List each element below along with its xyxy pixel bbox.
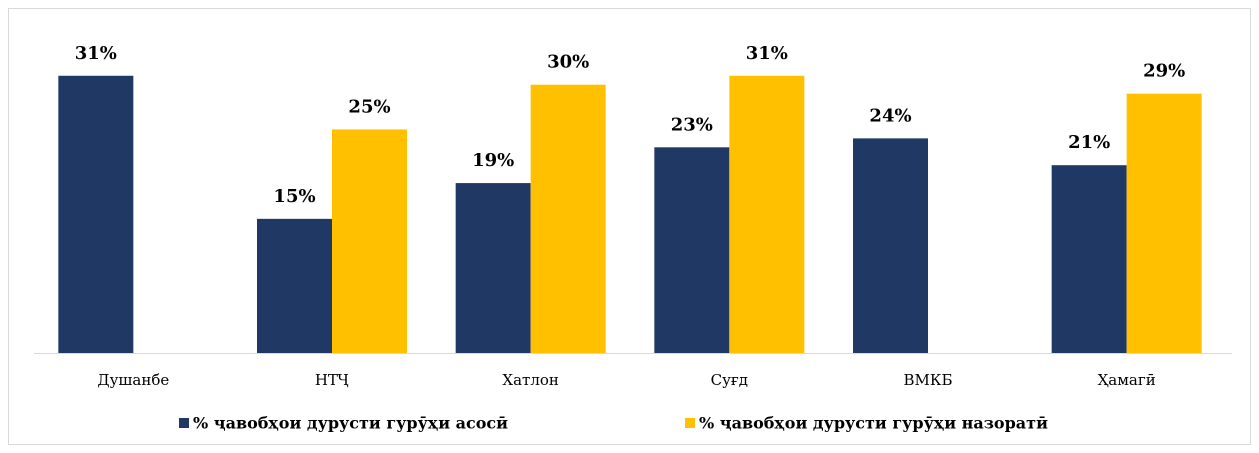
bar [257,218,332,353]
data-label: 19% [472,150,514,171]
chart-frame [8,8,1251,445]
bar [58,75,134,354]
x-tick-label: ВМКБ [903,371,952,389]
data-label: 23% [671,114,713,135]
legend-label: % ҷавобҳои дурусти гурӯҳи асосӣ [193,414,508,433]
bar [530,84,606,353]
data-label: 29% [1143,61,1185,82]
x-tick-label: НТҶ [315,371,349,389]
bar [654,147,730,353]
x-tick-label: Суғд [711,371,748,389]
bar [1126,93,1202,354]
data-label: 24% [869,105,911,126]
bar [729,75,805,354]
x-tick-label: Душанбе [97,371,169,389]
bar [1051,165,1127,353]
data-label: 21% [1068,132,1110,153]
data-label: 15% [273,186,315,207]
legend-swatch [685,418,695,428]
bar [332,129,407,353]
data-label: 25% [348,96,390,117]
legend-swatch [179,418,189,428]
x-tick-label: Ҳамагӣ [1098,371,1156,389]
bar [455,183,531,353]
data-label: 31% [75,43,117,64]
legend-label: % ҷавобҳои дурусти гурӯҳи назоратӣ [699,414,1048,433]
bar [853,138,928,353]
data-label: 31% [746,43,788,64]
data-label: 30% [547,52,589,73]
x-tick-label: Хатлон [502,371,558,389]
